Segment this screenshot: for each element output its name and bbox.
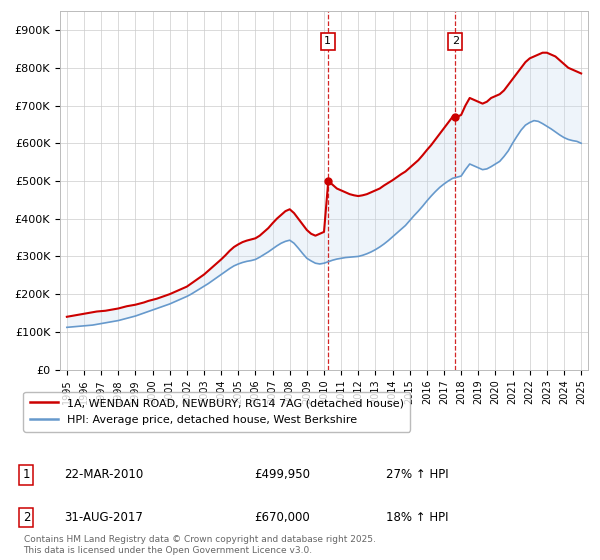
Text: 31-AUG-2017: 31-AUG-2017 — [64, 511, 143, 524]
Text: 1: 1 — [23, 468, 30, 482]
Text: £499,950: £499,950 — [254, 468, 310, 482]
Legend: 1A, WENDAN ROAD, NEWBURY, RG14 7AG (detached house), HPI: Average price, detache: 1A, WENDAN ROAD, NEWBURY, RG14 7AG (deta… — [23, 391, 410, 432]
Text: 27% ↑ HPI: 27% ↑ HPI — [386, 468, 449, 482]
Text: £670,000: £670,000 — [254, 511, 310, 524]
Text: 18% ↑ HPI: 18% ↑ HPI — [386, 511, 449, 524]
Text: 22-MAR-2010: 22-MAR-2010 — [64, 468, 143, 482]
Text: 1: 1 — [324, 36, 331, 46]
Text: Contains HM Land Registry data © Crown copyright and database right 2025.
This d: Contains HM Land Registry data © Crown c… — [23, 535, 376, 554]
Text: 2: 2 — [23, 511, 30, 524]
Text: 2: 2 — [452, 36, 459, 46]
